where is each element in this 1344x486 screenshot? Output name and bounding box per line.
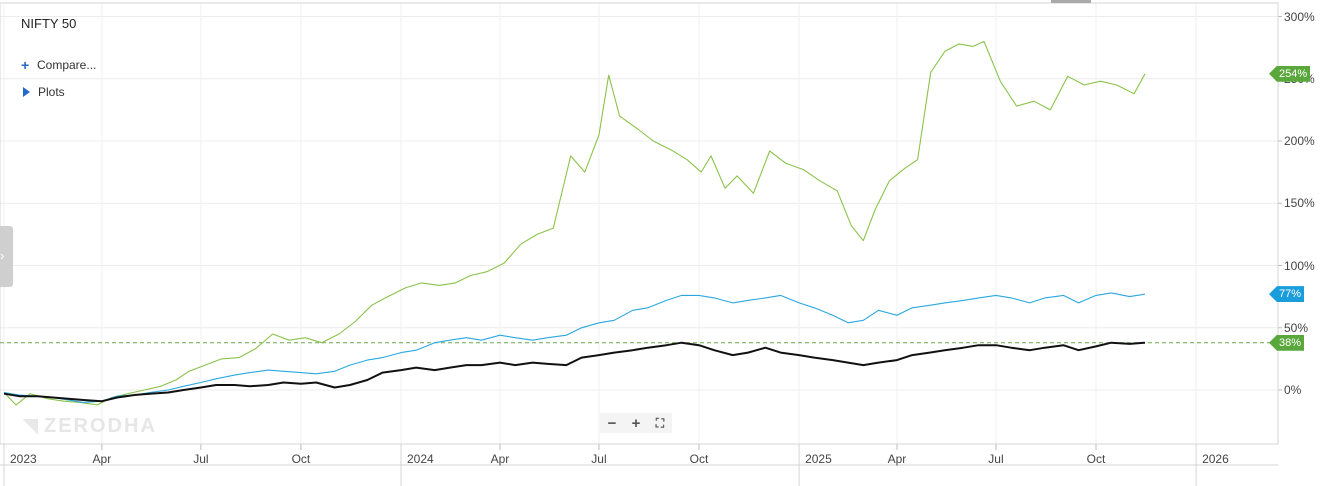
- x-tick-label: Apr: [887, 452, 907, 466]
- series-line-blue: [3, 292, 1146, 403]
- zoom-in-button[interactable]: +: [631, 414, 641, 432]
- y-tick-label: 0%: [1284, 383, 1302, 397]
- x-tick-label: Jul: [591, 452, 607, 466]
- series-line-black: [3, 341, 1146, 403]
- plots-label: Plots: [38, 85, 65, 99]
- y-tick-label: 200%: [1284, 134, 1315, 148]
- y-tick-label: 50%: [1284, 320, 1309, 335]
- y-tick-label: 100%: [1284, 258, 1315, 273]
- compare-button[interactable]: + Compare...: [21, 58, 96, 72]
- plot-border: [0, 2, 1279, 445]
- last-value-tag-blue: 77%: [1269, 286, 1305, 303]
- x-tick-label: Jul: [193, 452, 209, 466]
- zoom-controls: − + ⛶: [600, 413, 672, 433]
- series-line-green: [3, 40, 1146, 406]
- x-tick-label: Oct: [689, 452, 709, 466]
- x-tick-label: Apr: [490, 452, 510, 466]
- zerodha-logo-icon: [22, 418, 38, 435]
- side-panel-toggle[interactable]: ›: [0, 226, 13, 287]
- x-tick-label: 2026: [1202, 452, 1229, 466]
- series-layer: [0, 40, 1278, 406]
- plus-icon: +: [21, 57, 30, 73]
- watermark: ZERODHA: [22, 415, 157, 438]
- x-tick-label: Apr: [92, 452, 112, 466]
- x-tick-label: 2025: [805, 452, 832, 466]
- plots-button[interactable]: Plots: [21, 85, 65, 99]
- zoom-out-button[interactable]: −: [607, 414, 617, 432]
- triangle-right-icon: [23, 87, 30, 97]
- fullscreen-button[interactable]: ⛶: [655, 415, 665, 430]
- x-tick-label: 2024: [407, 452, 434, 466]
- chart-title: NIFTY 50: [21, 16, 77, 31]
- last-value-tag-black: 38%: [1269, 334, 1305, 351]
- y-tick-label: 300%: [1284, 9, 1315, 24]
- chevron-right-icon: ›: [0, 248, 5, 263]
- y-tick-label: 150%: [1284, 196, 1315, 211]
- x-tick-label: 2023: [10, 452, 37, 466]
- x-tick-label: Oct: [291, 452, 311, 466]
- x-tick-label: Oct: [1086, 452, 1106, 466]
- watermark-text: ZERODHA: [44, 415, 157, 437]
- compare-label: Compare...: [37, 58, 97, 72]
- top-drag-tab[interactable]: [1051, 0, 1091, 3]
- x-tick-label: Jul: [988, 452, 1004, 466]
- last-value-tag-green: 254%: [1269, 65, 1311, 82]
